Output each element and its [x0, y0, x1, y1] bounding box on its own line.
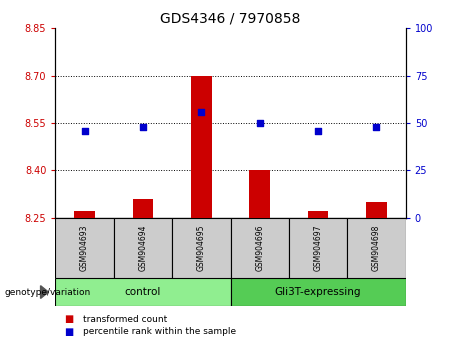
Point	[198, 109, 205, 114]
Bar	[347, 218, 406, 278]
Text: GSM904698: GSM904698	[372, 224, 381, 271]
Text: Gli3T-expressing: Gli3T-expressing	[275, 287, 361, 297]
Bar	[289, 218, 347, 278]
Bar	[114, 218, 172, 278]
Text: GSM904695: GSM904695	[197, 224, 206, 271]
Point	[81, 128, 88, 133]
Text: transformed count: transformed count	[83, 315, 167, 324]
Bar	[366, 202, 387, 218]
Bar	[249, 170, 270, 218]
Bar	[230, 278, 406, 306]
Point	[139, 124, 147, 130]
Text: GSM904696: GSM904696	[255, 224, 264, 271]
Title: GDS4346 / 7970858: GDS4346 / 7970858	[160, 12, 301, 26]
Bar	[55, 278, 230, 306]
Text: GSM904694: GSM904694	[138, 224, 148, 271]
Bar	[191, 76, 212, 218]
Point	[256, 120, 263, 126]
Bar	[55, 218, 114, 278]
Text: GSM904697: GSM904697	[313, 224, 323, 271]
Point	[314, 128, 322, 133]
Text: control: control	[125, 287, 161, 297]
Text: ■: ■	[65, 314, 74, 325]
Bar	[308, 211, 328, 218]
Text: percentile rank within the sample: percentile rank within the sample	[83, 327, 236, 336]
Bar	[74, 211, 95, 218]
Bar	[172, 218, 230, 278]
Text: ■: ■	[65, 327, 74, 337]
Point	[373, 124, 380, 130]
Text: GSM904693: GSM904693	[80, 224, 89, 271]
Bar	[230, 218, 289, 278]
Text: genotype/variation: genotype/variation	[5, 287, 91, 297]
Bar	[133, 199, 153, 218]
